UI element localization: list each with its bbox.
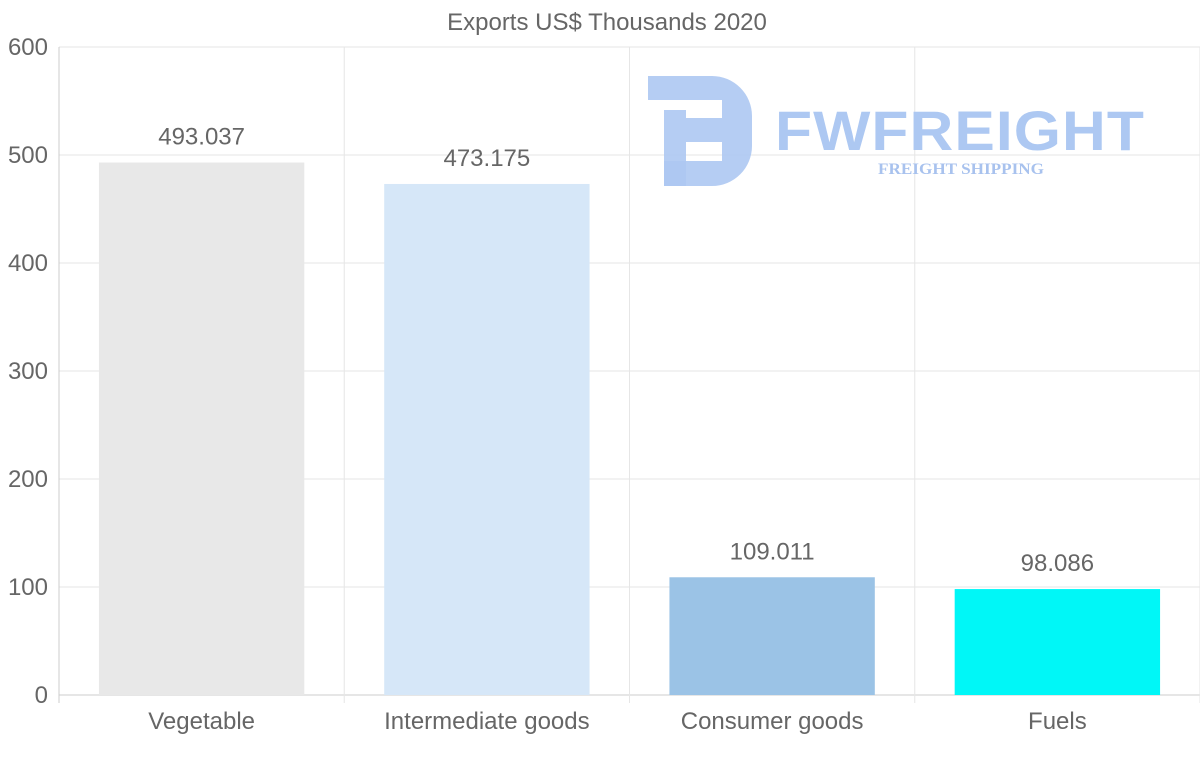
watermark-name: FWFREIGHT xyxy=(775,99,1145,162)
data-label: 109.011 xyxy=(730,538,815,565)
watermark: FWFREIGHT FREIGHT SHIPPING xyxy=(648,76,1145,186)
y-tick-label: 600 xyxy=(8,34,48,61)
bar-intermediate-goods xyxy=(384,183,590,695)
value-labels: 493.037 473.175 109.011 98.086 xyxy=(158,124,1094,578)
watermark-tagline: FREIGHT SHIPPING xyxy=(878,161,1045,178)
fwfreight-logo-icon xyxy=(648,76,752,186)
data-label: 493.037 xyxy=(158,124,245,151)
y-tick-label: 200 xyxy=(8,466,48,493)
x-tick-label: Vegetable xyxy=(148,708,255,735)
y-tick-label: 0 xyxy=(35,682,48,709)
x-axis: Vegetable Intermediate goods Consumer good… xyxy=(148,708,1086,735)
data-label: 98.086 xyxy=(1021,550,1094,577)
x-tick-label: Intermediate goods xyxy=(384,708,589,735)
y-axis: 0 100 200 300 400 500 600 xyxy=(8,34,48,709)
bar-consumer-goods xyxy=(669,577,875,695)
y-tick-label: 100 xyxy=(8,574,48,601)
x-tick-label: Consumer goods xyxy=(681,708,864,735)
chart-title: Exports US$ Thousands 2020 xyxy=(447,9,767,36)
y-tick-label: 400 xyxy=(8,250,48,277)
y-tick-label: 500 xyxy=(8,142,48,169)
y-tick-label: 300 xyxy=(8,358,48,385)
bar-vegetable xyxy=(98,162,305,696)
data-label: 473.175 xyxy=(443,145,530,172)
x-tick-label: Fuels xyxy=(1028,708,1087,735)
bar-fuels xyxy=(954,589,1161,695)
bar-series xyxy=(98,162,1161,696)
